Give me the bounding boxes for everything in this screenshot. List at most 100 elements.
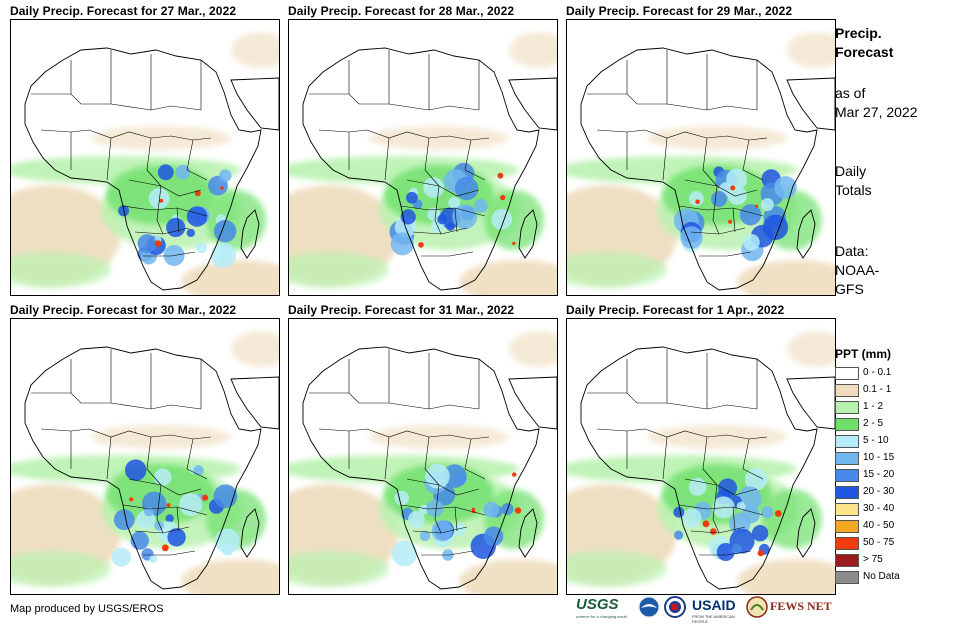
precip-layer xyxy=(289,331,557,594)
country-border xyxy=(388,402,480,410)
legend-label: 10 - 15 xyxy=(863,452,895,463)
legend-item: 2 - 5 xyxy=(835,417,925,433)
rain-cell xyxy=(419,530,431,542)
rain-cell xyxy=(125,459,147,481)
country-border xyxy=(40,129,212,141)
precip-map[interactable] xyxy=(288,19,558,296)
map-credit: Map produced by USGS/EROS xyxy=(10,603,164,615)
as-of-date: as of Mar 27, 2022 xyxy=(835,84,918,122)
country-border xyxy=(146,436,162,486)
country-border xyxy=(309,93,389,105)
totals-line: Daily xyxy=(835,163,867,179)
country-border xyxy=(454,207,458,233)
moderate-rain-zone xyxy=(206,190,266,250)
legend-label: 40 - 50 xyxy=(863,520,895,531)
usaid-logo[interactable]: USAID FROM THE AMERICAN PEOPLE xyxy=(692,596,744,624)
rain-cell xyxy=(214,528,240,554)
africa-outline xyxy=(24,346,262,590)
country-border xyxy=(388,103,480,111)
legend-item: 30 - 40 xyxy=(835,502,925,518)
legend-title: PPT (mm) xyxy=(835,347,892,361)
heavy-rain-spot xyxy=(220,186,224,190)
heavy-rain-spot xyxy=(757,550,764,557)
precip-map[interactable] xyxy=(288,318,558,595)
precip-map[interactable] xyxy=(10,19,280,296)
rain-cell xyxy=(179,493,203,517)
rain-cell xyxy=(137,234,157,253)
precip-map[interactable] xyxy=(566,318,836,595)
legend-item: No Data xyxy=(835,570,925,586)
rain-cell xyxy=(418,504,429,515)
legend-swatch xyxy=(835,537,859,550)
country-border xyxy=(156,185,164,235)
precip-layer xyxy=(289,32,557,295)
heavy-rain-spot xyxy=(500,195,506,201)
panel-title: Daily Precip. Forecast for 28 Mar., 2022 xyxy=(288,4,515,18)
country-border xyxy=(587,392,667,404)
totals-note: Daily Totals xyxy=(835,162,872,200)
rain-cell xyxy=(453,523,466,536)
country-border xyxy=(742,438,764,480)
precip-map[interactable] xyxy=(10,318,280,595)
dry-zone xyxy=(231,331,279,367)
data-source-line: Data: xyxy=(835,243,869,259)
legend-swatch xyxy=(835,452,859,465)
heavy-rain-spot xyxy=(695,199,700,205)
country-border xyxy=(143,251,196,257)
arabia-outline xyxy=(786,376,835,430)
moderate-rain-zone xyxy=(484,190,544,250)
legend-item: 0 - 0.1 xyxy=(835,366,925,382)
legend-label: 2 - 5 xyxy=(863,418,884,429)
country-border xyxy=(434,185,442,235)
dry-zone xyxy=(91,425,231,449)
rain-cell xyxy=(111,547,131,567)
rain-cell xyxy=(213,484,238,509)
country-border xyxy=(406,478,480,496)
sidebar-title: Precip. Forecast xyxy=(835,24,893,62)
precip-map[interactable] xyxy=(566,19,836,296)
rain-cell xyxy=(148,188,170,209)
rain-cell xyxy=(154,468,172,486)
country-border xyxy=(421,550,474,556)
noaa-logo[interactable] xyxy=(638,596,660,620)
dry-zone xyxy=(91,126,231,150)
country-border xyxy=(106,137,112,181)
heavy-rain-spot xyxy=(710,528,717,535)
country-border xyxy=(400,205,486,217)
country-border xyxy=(384,436,390,480)
country-border xyxy=(110,103,202,111)
rain-cell xyxy=(431,520,453,542)
rain-cell xyxy=(196,242,207,254)
dry-zone xyxy=(181,559,279,594)
rain-cell xyxy=(491,208,513,230)
country-border xyxy=(31,392,111,404)
fews-net-logo[interactable]: FEWS NET xyxy=(746,596,832,620)
data-source: Data: NOAA- GFS xyxy=(835,242,879,299)
country-border xyxy=(128,179,202,197)
rain-cell xyxy=(739,204,762,226)
country-border xyxy=(110,402,202,410)
rain-cell xyxy=(774,176,797,199)
country-border xyxy=(186,438,208,480)
forecast-panel-4: Daily Precip. Forecast for 30 Mar., 2022 xyxy=(10,303,280,595)
rain-cell xyxy=(193,465,204,476)
legend-swatch xyxy=(835,554,859,567)
country-border xyxy=(318,428,490,440)
dry-zone xyxy=(787,331,835,367)
heavy-rain-spot xyxy=(154,240,162,247)
usgs-logo[interactable]: USGS science for a changing world xyxy=(576,596,634,620)
rain-cell xyxy=(166,217,186,238)
light-rain-zone xyxy=(11,551,111,587)
legend-label: > 75 xyxy=(863,554,883,565)
country-border xyxy=(732,207,736,233)
panel-title: Daily Precip. Forecast for 29 Mar., 2022 xyxy=(566,4,793,18)
dry-zone xyxy=(737,559,835,594)
country-border xyxy=(712,185,720,235)
dry-zone xyxy=(231,32,279,68)
country-border xyxy=(666,103,758,111)
country-border xyxy=(122,504,208,516)
usgs-tagline: science for a changing world xyxy=(576,614,627,619)
us-government-seal-icon[interactable] xyxy=(664,596,688,620)
madagascar-outline xyxy=(518,209,538,259)
africa-outline xyxy=(24,47,262,291)
